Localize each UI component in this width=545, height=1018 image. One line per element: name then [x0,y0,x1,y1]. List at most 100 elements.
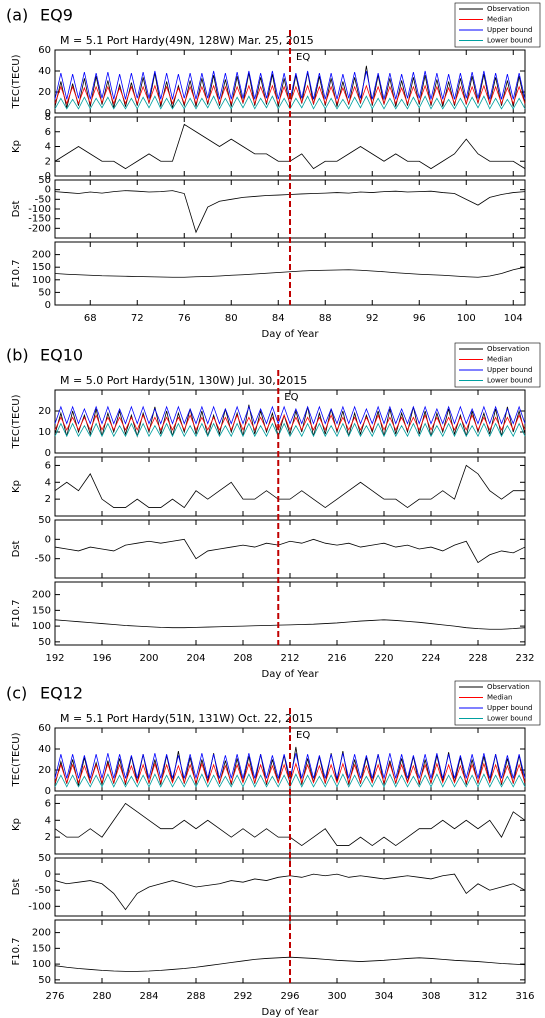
y-tick-label: 100 [32,959,51,970]
index-line [54,464,525,509]
x-tick-label: 304 [374,991,393,1002]
x-tick-label: 208 [233,653,252,664]
x-tick-label: 76 [178,313,191,324]
y-tick-label: 6 [45,798,51,809]
y-tick-label: -200 [28,223,51,234]
legend-label: Observation [487,5,530,13]
x-tick-label: 228 [468,653,487,664]
tec-line [54,95,526,110]
panel-label: (a) [6,6,28,25]
x-tick-label: 312 [468,991,487,1002]
y-tick-label: 2 [45,832,51,843]
y-tick-label: -50 [35,194,51,205]
x-tick-label: 316 [515,991,534,1002]
legend-box [454,2,541,48]
y-tick-label: 50 [38,853,51,864]
y-axis-label: TEC(TECU) [11,54,22,109]
legend-box [454,342,541,388]
subplot-frame [54,581,526,646]
index-line [54,266,526,278]
eq-label: EQ [296,52,310,63]
panel-title: EQ9 [40,6,73,25]
subplot-frame [54,519,526,579]
y-axis-label: TEC(TECU) [11,732,22,787]
legend-label: Observation [487,345,530,353]
x-tick-label: 284 [139,991,158,1002]
x-tick-label: 280 [92,991,111,1002]
y-tick-label: 200 [32,928,51,939]
tec-line [54,414,526,431]
x-tick-label: 288 [186,991,205,1002]
x-axis-label: Day of Year [262,329,320,340]
legend-label: Upper bound [487,704,532,712]
y-tick-label: 40 [38,744,51,755]
legend-label: Median [487,356,512,364]
x-tick-label: 196 [92,653,111,664]
legend-label: Upper bound [487,366,532,374]
x-tick-label: 72 [131,313,144,324]
y-axis-label: F10.7 [11,259,22,287]
y-tick-label: 50 [38,975,51,986]
y-tick-label: 2 [45,494,51,505]
panel-label: (c) [6,684,27,703]
x-tick-label: 68 [84,313,97,324]
x-tick-label: 300 [327,991,346,1002]
y-tick-label: 200 [32,250,51,261]
eq-label: EQ [284,392,298,403]
x-axis-label: Day of Year [262,669,320,680]
x-tick-label: 276 [45,991,64,1002]
y-tick-label: -150 [28,214,51,225]
x-tick-label: 216 [327,653,346,664]
y-tick-label: 6 [45,460,51,471]
x-tick-label: 104 [504,313,523,324]
tec-line [54,404,526,438]
y-tick-label: -50 [35,554,51,565]
tec-line [54,773,526,788]
index-line [54,538,526,564]
tec-line [54,753,526,779]
index-line [54,956,526,972]
y-axis-label: TEC(TECU) [11,394,22,449]
x-tick-label: 80 [225,313,238,324]
y-tick-label: 0 [45,786,51,797]
legend-label: Lower bound [487,377,532,385]
x-tick-label: 88 [319,313,332,324]
y-tick-label: 150 [32,943,51,954]
y-tick-label: 4 [45,815,51,826]
x-tick-label: 292 [233,991,252,1002]
eq-label: EQ [296,730,310,741]
y-tick-label: 200 [32,590,51,601]
x-tick-label: 200 [139,653,158,664]
x-tick-label: 100 [457,313,476,324]
y-tick-label: -100 [28,901,51,912]
x-tick-label: 308 [421,991,440,1002]
x-tick-label: 220 [374,653,393,664]
x-tick-label: 92 [366,313,379,324]
x-axis-label: Day of Year [262,1007,320,1018]
legend-label: Lower bound [487,715,532,723]
y-axis-label: Kp [11,480,22,493]
y-tick-label: 50 [38,175,51,186]
y-tick-label: 0 [45,869,51,880]
x-tick-label: 96 [413,313,426,324]
y-tick-label: 0 [45,448,51,459]
legend-label: Observation [487,683,530,691]
y-axis-label: F10.7 [11,599,22,627]
panel-title: EQ12 [40,684,83,703]
y-tick-label: 10 [38,427,51,438]
y-tick-label: 8 [45,112,51,123]
x-tick-label: 212 [280,653,299,664]
y-tick-label: 0 [45,171,51,182]
y-tick-label: -100 [28,204,51,215]
y-axis-label: Dst [11,879,22,896]
y-tick-label: 50 [38,515,51,526]
x-tick-label: 84 [272,313,285,324]
y-tick-label: -50 [35,885,51,896]
y-tick-label: 6 [45,127,51,138]
y-axis-label: Kp [11,818,22,831]
y-tick-label: 100 [32,275,51,286]
tec-line [54,70,526,100]
x-tick-label: 296 [280,991,299,1002]
